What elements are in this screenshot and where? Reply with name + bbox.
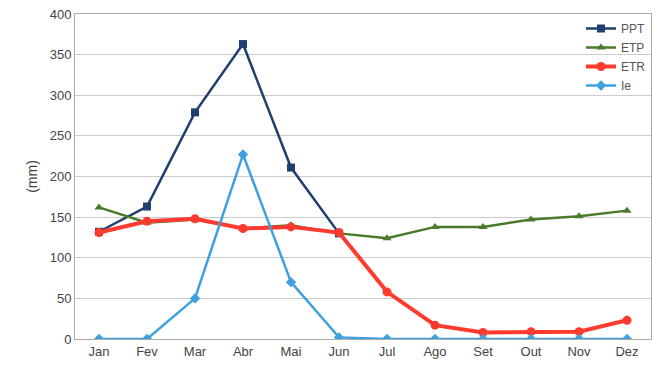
svg-text:ETR: ETR — [621, 60, 645, 74]
svg-text:PPT: PPT — [621, 22, 645, 36]
svg-text:Mai: Mai — [281, 344, 302, 359]
svg-text:250: 250 — [50, 128, 72, 143]
svg-text:50: 50 — [57, 291, 71, 306]
svg-text:Jun: Jun — [329, 344, 350, 359]
svg-text:0: 0 — [64, 332, 71, 347]
svg-text:350: 350 — [50, 47, 72, 62]
svg-text:(mm): (mm) — [24, 160, 40, 193]
svg-text:Fev: Fev — [136, 344, 158, 359]
svg-text:Set: Set — [473, 344, 493, 359]
svg-text:Nov: Nov — [567, 344, 591, 359]
svg-text:Jan: Jan — [89, 344, 110, 359]
svg-text:100: 100 — [50, 250, 72, 265]
svg-text:Mar: Mar — [184, 344, 207, 359]
svg-text:400: 400 — [50, 7, 72, 22]
svg-text:Jul: Jul — [379, 344, 396, 359]
svg-text:Ago: Ago — [423, 344, 446, 359]
svg-text:200: 200 — [50, 169, 72, 184]
svg-text:Dez: Dez — [615, 344, 638, 359]
svg-text:300: 300 — [50, 88, 72, 103]
svg-text:ETP: ETP — [621, 41, 644, 55]
svg-text:Abr: Abr — [233, 344, 254, 359]
svg-text:Ie: Ie — [621, 79, 631, 93]
svg-text:150: 150 — [50, 210, 72, 225]
svg-text:Out: Out — [521, 344, 542, 359]
